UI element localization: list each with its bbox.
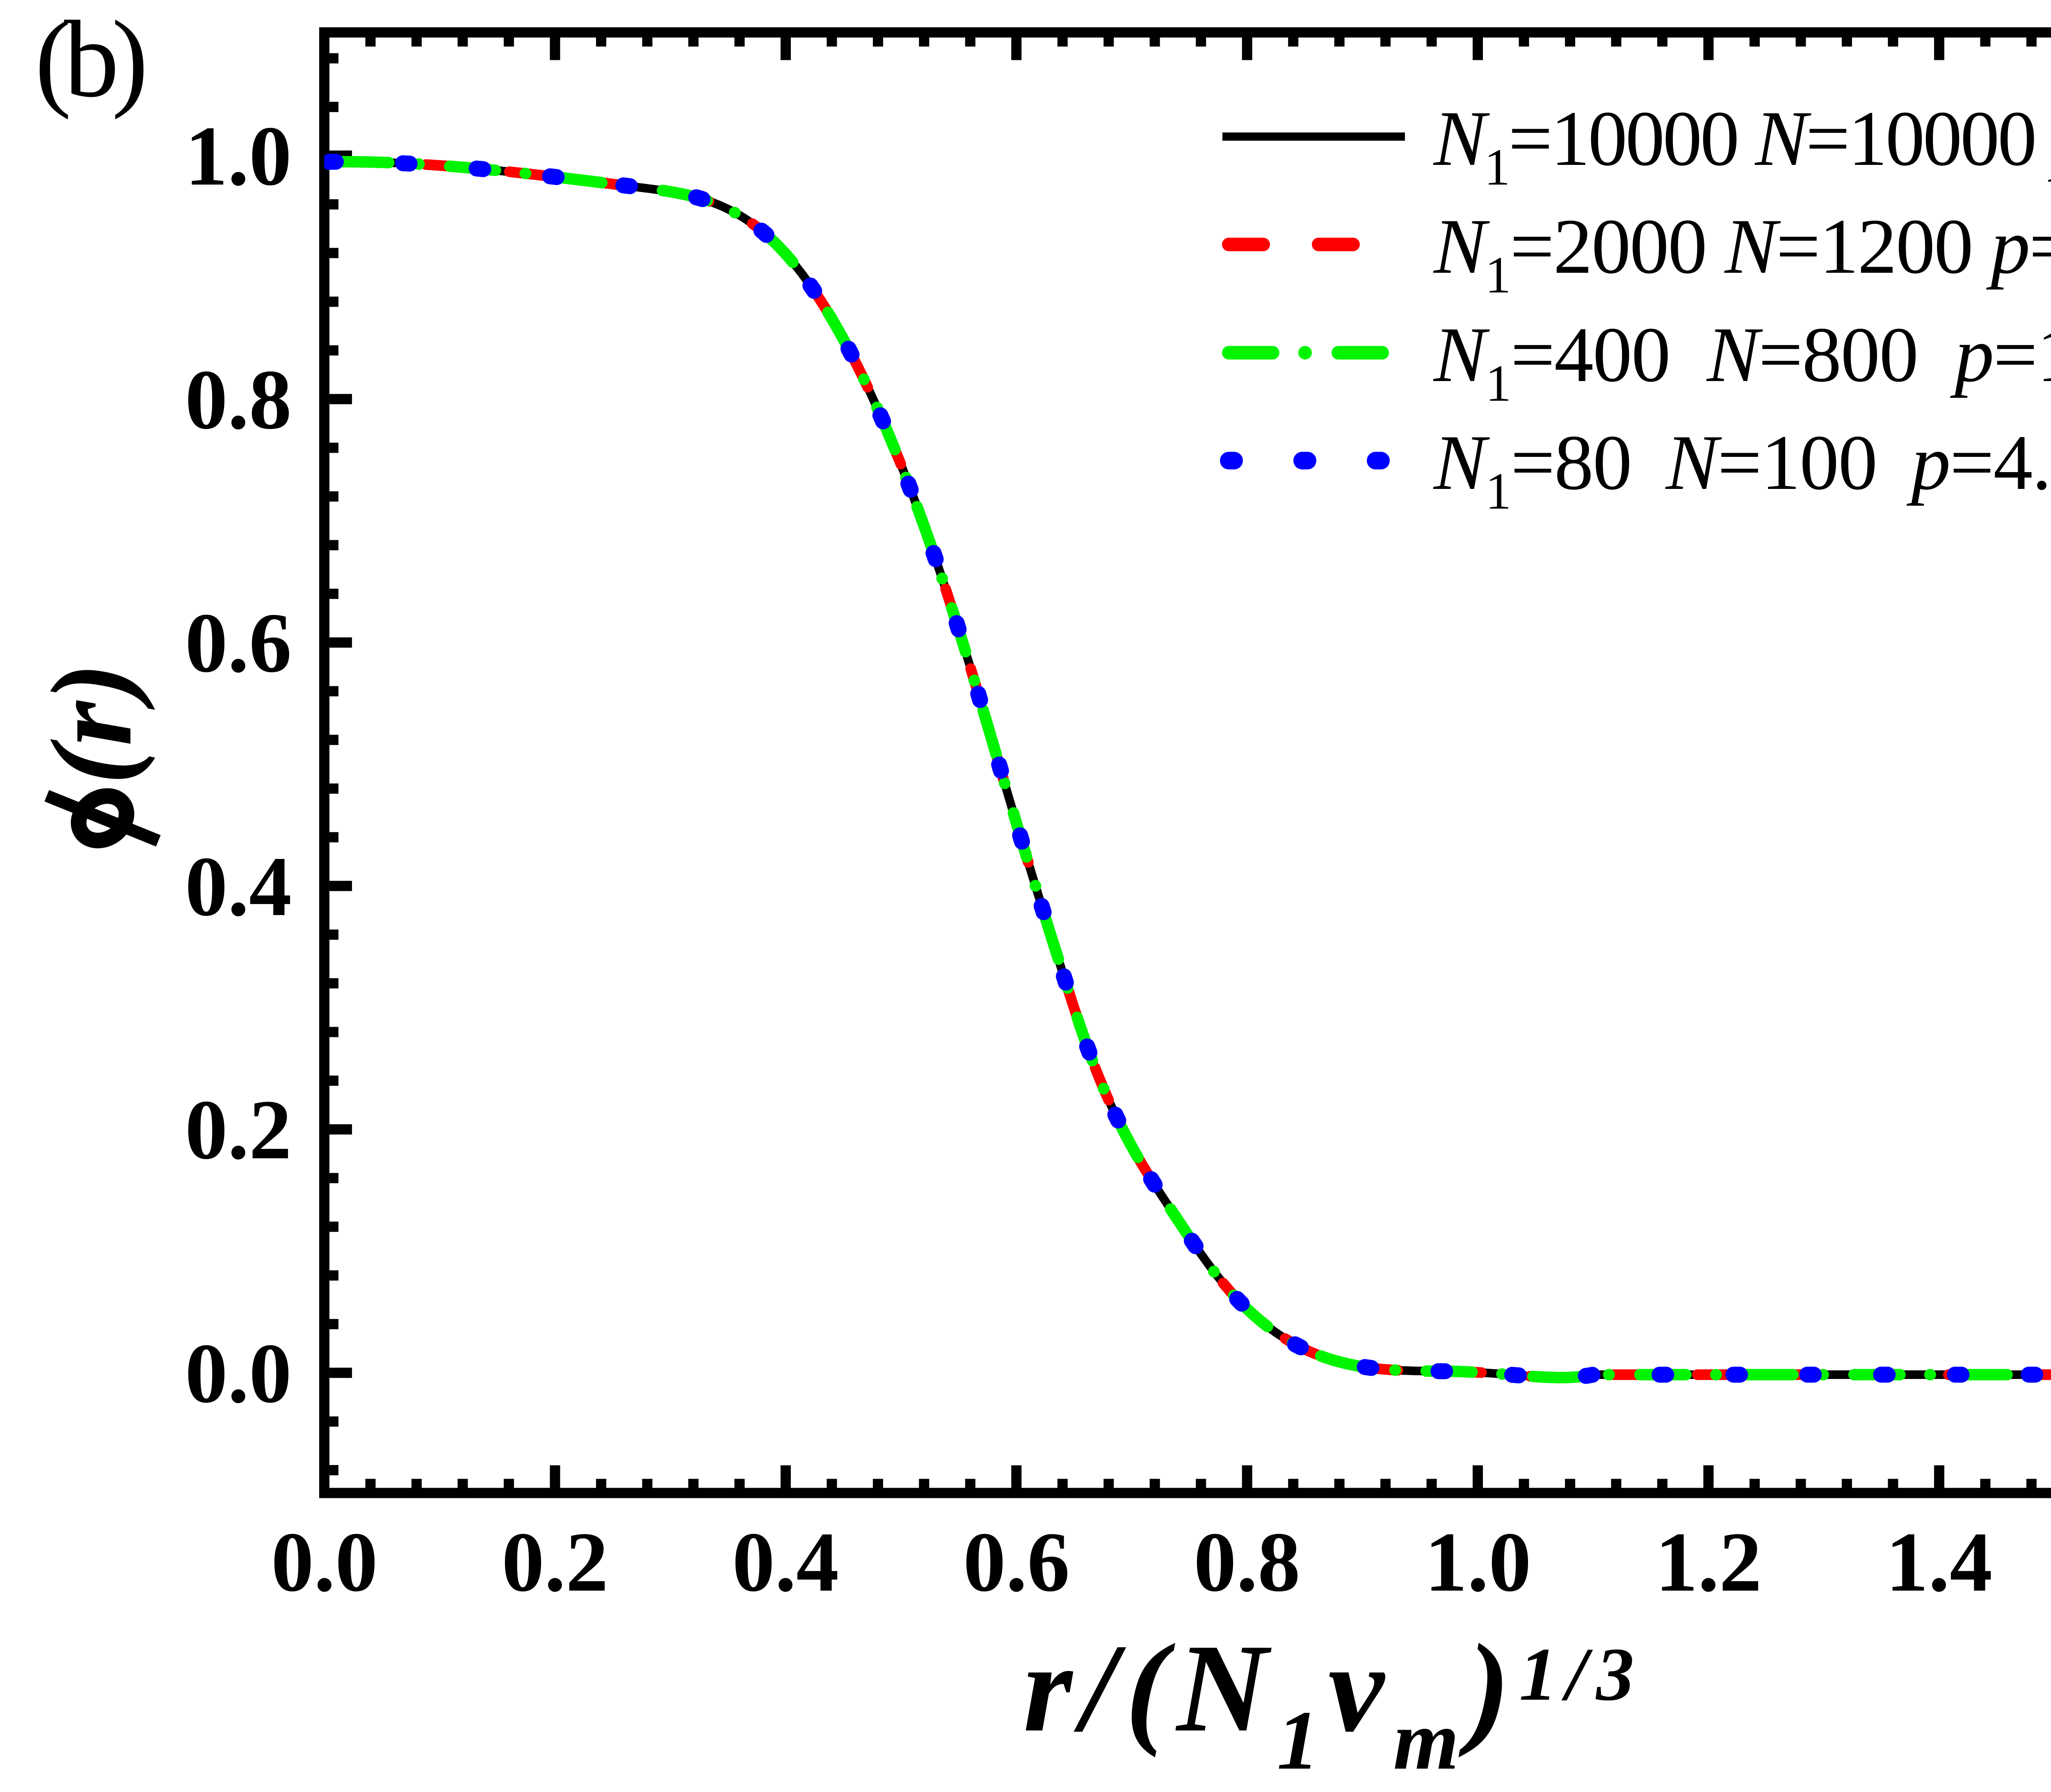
svg-text:0.0: 0.0: [271, 1515, 378, 1609]
svg-text:0.8: 0.8: [1194, 1515, 1300, 1609]
svg-text:N1=10000 N=10000 p=1.0: N1=10000 N=10000 p=1.0: [1433, 95, 2051, 196]
svg-text:0.6: 0.6: [185, 596, 292, 690]
svg-text:0.0: 0.0: [185, 1326, 292, 1420]
svg-text:0.6: 0.6: [963, 1515, 1070, 1609]
svg-text:N1=2000 N=1200 p=2.85: N1=2000 N=1200 p=2.85: [1433, 203, 2051, 304]
svg-text:0.4: 0.4: [732, 1515, 839, 1609]
svg-text:1.2: 1.2: [1655, 1515, 1762, 1609]
svg-text:1.0: 1.0: [185, 109, 292, 203]
svg-text:0.2: 0.2: [185, 1082, 292, 1177]
svg-text:(b): (b): [35, 0, 144, 120]
svg-text:N1=400 N=800 p=1.462: N1=400 N=800 p=1.462: [1433, 311, 2051, 412]
svg-text:0.4: 0.4: [185, 839, 292, 934]
svg-text:(r): (r): [27, 662, 156, 785]
svg-text:1.4: 1.4: [1886, 1515, 1992, 1609]
svg-text:1.0: 1.0: [1425, 1515, 1531, 1609]
svg-text:0.8: 0.8: [185, 352, 292, 447]
svg-text:N1=80 N=100 p=4.0: N1=80 N=100 p=4.0: [1433, 419, 2051, 520]
svg-text:0.2: 0.2: [502, 1515, 608, 1609]
